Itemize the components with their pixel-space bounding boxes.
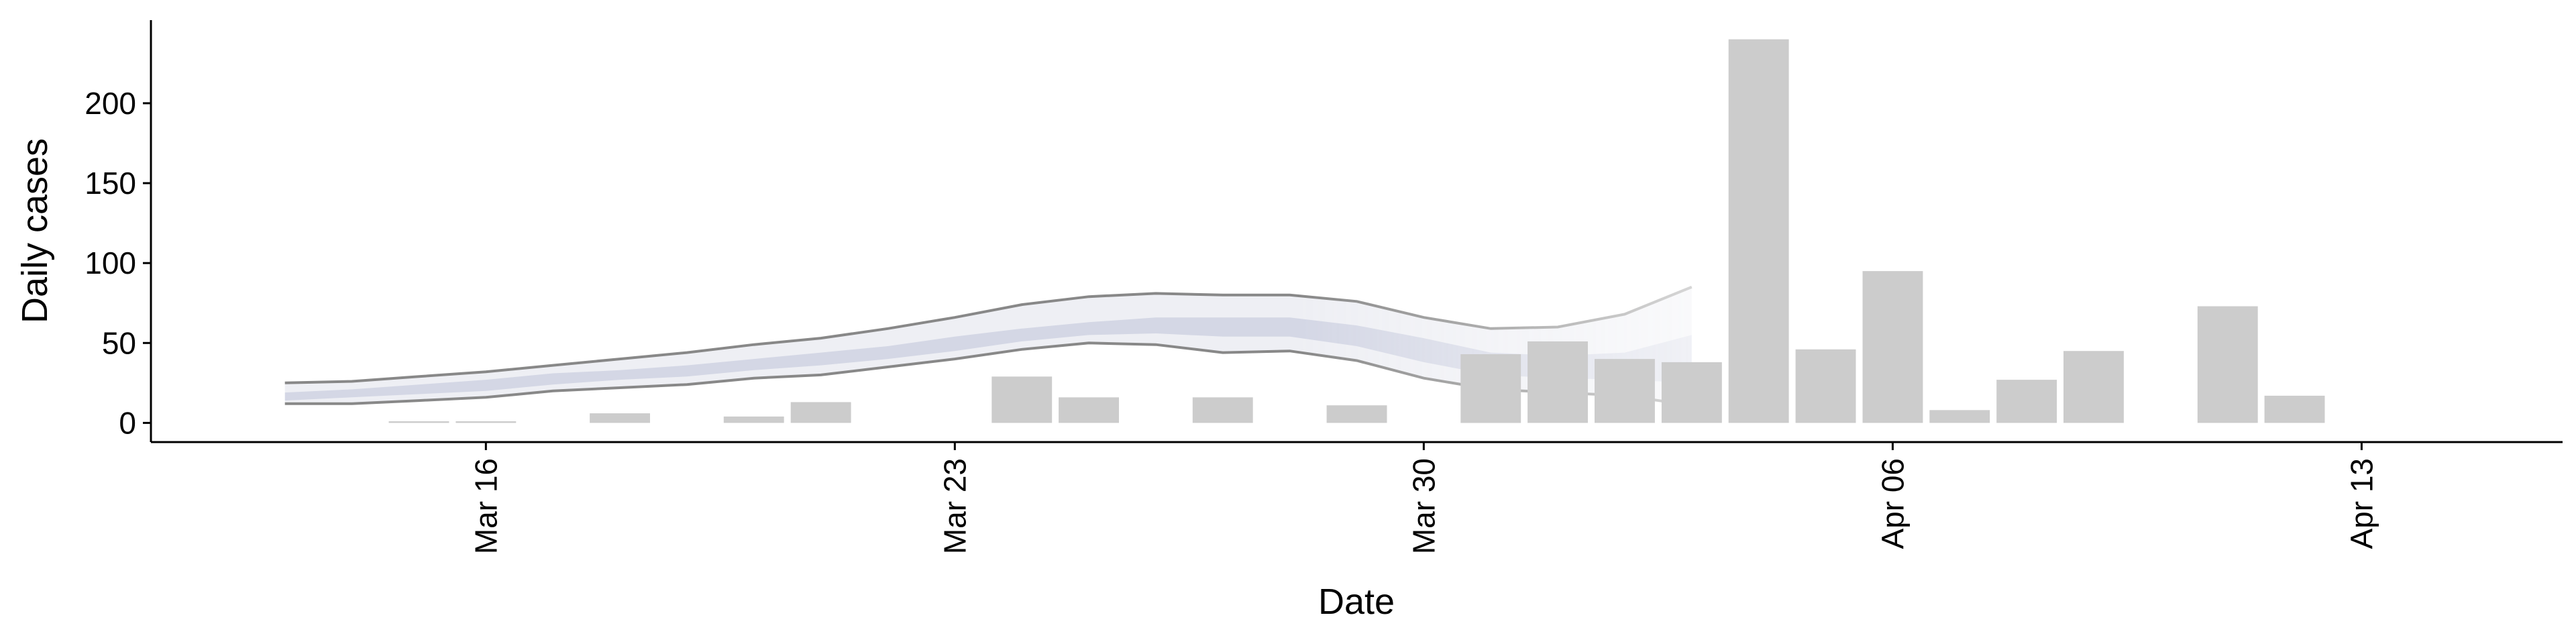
x-tick-label-4: Apr 13 xyxy=(2344,458,2379,549)
bar-2020-03-31 xyxy=(1460,354,1521,423)
upper-bound-line xyxy=(284,286,1693,384)
bar-2020-03-29 xyxy=(1326,405,1387,423)
estimate-ribbons xyxy=(284,286,1693,407)
axes xyxy=(150,20,2563,443)
bar-2020-04-08 xyxy=(1996,380,2057,423)
bar-2020-03-27 xyxy=(1192,397,1253,423)
bars xyxy=(388,39,2325,423)
x-axis-title: Date xyxy=(1318,582,1395,622)
y-tick-label-50: 50 xyxy=(102,325,136,360)
y-tick-label-200: 200 xyxy=(85,86,136,121)
y-tick-label-0: 0 xyxy=(119,405,136,440)
bar-2020-04-12 xyxy=(2264,395,2325,423)
bar-2020-04-03 xyxy=(1661,362,1722,423)
bar-2020-04-07 xyxy=(1929,410,1990,423)
bar-2020-03-21 xyxy=(790,402,851,423)
bar-2020-03-18 xyxy=(590,413,650,423)
x-tick-label-0: Mar 16 xyxy=(468,458,503,554)
bar-2020-04-05 xyxy=(1795,349,1856,423)
bar-2020-03-24 xyxy=(991,376,1053,423)
y-axis-title: Daily cases xyxy=(15,138,55,323)
x-tick-label-1: Mar 23 xyxy=(937,458,972,554)
ribbon-50 xyxy=(284,317,1692,401)
lower-bound-line xyxy=(284,341,1693,407)
x-ticks: Mar 16 Mar 23 Mar 30 Apr 06 Apr 13 xyxy=(468,442,2379,554)
x-tick-label-2: Mar 30 xyxy=(1406,458,1441,554)
ribbon-90 xyxy=(284,286,1692,406)
bar-2020-04-06 xyxy=(1862,271,1923,423)
y-ticks: 0 50 100 150 200 xyxy=(85,86,151,440)
y-tick-label-100: 100 xyxy=(85,246,136,280)
bar-2020-04-04 xyxy=(1728,39,1789,423)
bar-2020-03-25 xyxy=(1059,397,1119,423)
x-tick-label-3: Apr 06 xyxy=(1875,458,1910,549)
bar-2020-03-20 xyxy=(723,416,784,423)
bar-2020-03-16 xyxy=(455,421,517,423)
bar-2020-04-02 xyxy=(1595,359,1655,423)
y-tick-label-150: 150 xyxy=(85,166,136,201)
bar-2020-03-15 xyxy=(388,421,449,423)
bar-2020-04-01 xyxy=(1527,341,1588,423)
bar-2020-04-09 xyxy=(2063,351,2124,423)
bar-2020-04-11 xyxy=(2197,306,2258,423)
